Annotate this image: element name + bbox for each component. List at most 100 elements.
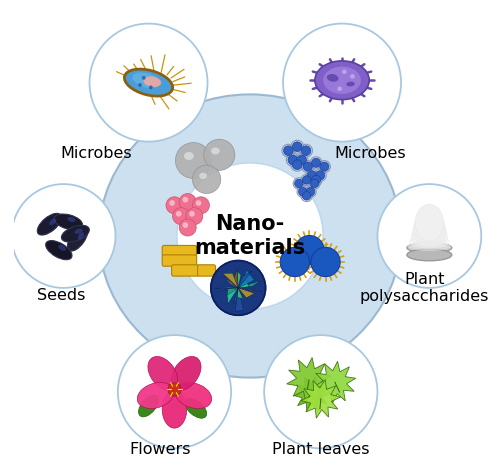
Polygon shape <box>214 287 238 289</box>
Circle shape <box>182 197 188 202</box>
Circle shape <box>280 247 310 277</box>
Polygon shape <box>314 361 356 404</box>
Circle shape <box>306 187 315 196</box>
Circle shape <box>179 194 196 211</box>
Circle shape <box>138 83 142 87</box>
Circle shape <box>301 146 311 155</box>
Circle shape <box>311 247 340 277</box>
Text: Seeds: Seeds <box>37 288 86 303</box>
Ellipse shape <box>78 232 84 240</box>
Circle shape <box>168 383 181 396</box>
Circle shape <box>295 236 324 265</box>
Circle shape <box>378 184 482 288</box>
Circle shape <box>118 335 231 448</box>
Circle shape <box>308 171 316 180</box>
Ellipse shape <box>414 212 445 243</box>
Polygon shape <box>238 280 261 288</box>
Circle shape <box>303 162 312 171</box>
Circle shape <box>312 175 320 185</box>
Circle shape <box>288 155 298 165</box>
Ellipse shape <box>211 147 220 154</box>
Ellipse shape <box>148 356 178 390</box>
Circle shape <box>170 200 175 206</box>
Polygon shape <box>238 270 254 288</box>
Text: Nano-
materials: Nano- materials <box>194 214 306 258</box>
Ellipse shape <box>408 242 451 251</box>
Circle shape <box>172 208 190 225</box>
Circle shape <box>316 171 325 180</box>
FancyBboxPatch shape <box>162 245 196 257</box>
Ellipse shape <box>175 382 212 409</box>
Circle shape <box>176 211 182 217</box>
Circle shape <box>179 219 196 236</box>
Ellipse shape <box>138 395 158 417</box>
Polygon shape <box>224 277 238 288</box>
Circle shape <box>320 162 329 171</box>
Ellipse shape <box>407 243 452 253</box>
Ellipse shape <box>411 227 448 247</box>
Ellipse shape <box>74 228 82 234</box>
Ellipse shape <box>49 219 56 225</box>
Ellipse shape <box>54 214 82 230</box>
Circle shape <box>90 24 208 142</box>
Polygon shape <box>238 271 241 288</box>
Circle shape <box>342 69 347 74</box>
Circle shape <box>177 163 323 309</box>
Circle shape <box>196 200 202 206</box>
FancyBboxPatch shape <box>198 265 216 276</box>
Circle shape <box>310 179 318 188</box>
Ellipse shape <box>327 74 338 82</box>
Ellipse shape <box>138 382 174 409</box>
Text: Microbes: Microbes <box>334 146 406 161</box>
Text: Flowers: Flowers <box>130 442 191 457</box>
Ellipse shape <box>62 225 90 242</box>
Ellipse shape <box>124 69 172 96</box>
Ellipse shape <box>99 94 401 378</box>
Ellipse shape <box>346 82 355 86</box>
Ellipse shape <box>315 61 369 100</box>
Circle shape <box>292 160 302 169</box>
FancyBboxPatch shape <box>172 265 199 276</box>
FancyBboxPatch shape <box>162 255 196 266</box>
Polygon shape <box>286 357 332 403</box>
Ellipse shape <box>204 139 235 170</box>
Circle shape <box>350 74 355 79</box>
Polygon shape <box>238 288 243 298</box>
Ellipse shape <box>415 204 444 241</box>
Polygon shape <box>238 271 252 288</box>
Polygon shape <box>294 377 330 412</box>
Ellipse shape <box>323 67 361 94</box>
Circle shape <box>294 179 303 188</box>
Circle shape <box>186 208 203 225</box>
Circle shape <box>211 261 266 315</box>
Circle shape <box>302 176 311 184</box>
Polygon shape <box>238 288 254 298</box>
Ellipse shape <box>410 235 449 249</box>
Polygon shape <box>234 270 238 288</box>
Polygon shape <box>238 288 262 292</box>
Text: Plant
polysaccharides: Plant polysaccharides <box>360 272 490 304</box>
Circle shape <box>338 86 342 91</box>
Ellipse shape <box>184 152 194 160</box>
Circle shape <box>264 335 378 448</box>
Polygon shape <box>228 288 238 304</box>
Ellipse shape <box>407 249 452 261</box>
Circle shape <box>166 197 183 214</box>
Circle shape <box>312 158 320 168</box>
Ellipse shape <box>192 165 220 194</box>
Polygon shape <box>225 288 238 291</box>
Circle shape <box>182 222 188 228</box>
Ellipse shape <box>199 173 207 179</box>
Polygon shape <box>238 288 248 299</box>
Ellipse shape <box>38 213 62 235</box>
Ellipse shape <box>46 241 72 260</box>
Circle shape <box>142 76 146 80</box>
Circle shape <box>302 192 311 200</box>
Polygon shape <box>301 379 341 418</box>
Circle shape <box>283 24 401 142</box>
Ellipse shape <box>58 245 66 251</box>
Circle shape <box>284 146 293 155</box>
Circle shape <box>298 187 307 196</box>
Polygon shape <box>236 288 244 312</box>
Ellipse shape <box>68 226 88 251</box>
